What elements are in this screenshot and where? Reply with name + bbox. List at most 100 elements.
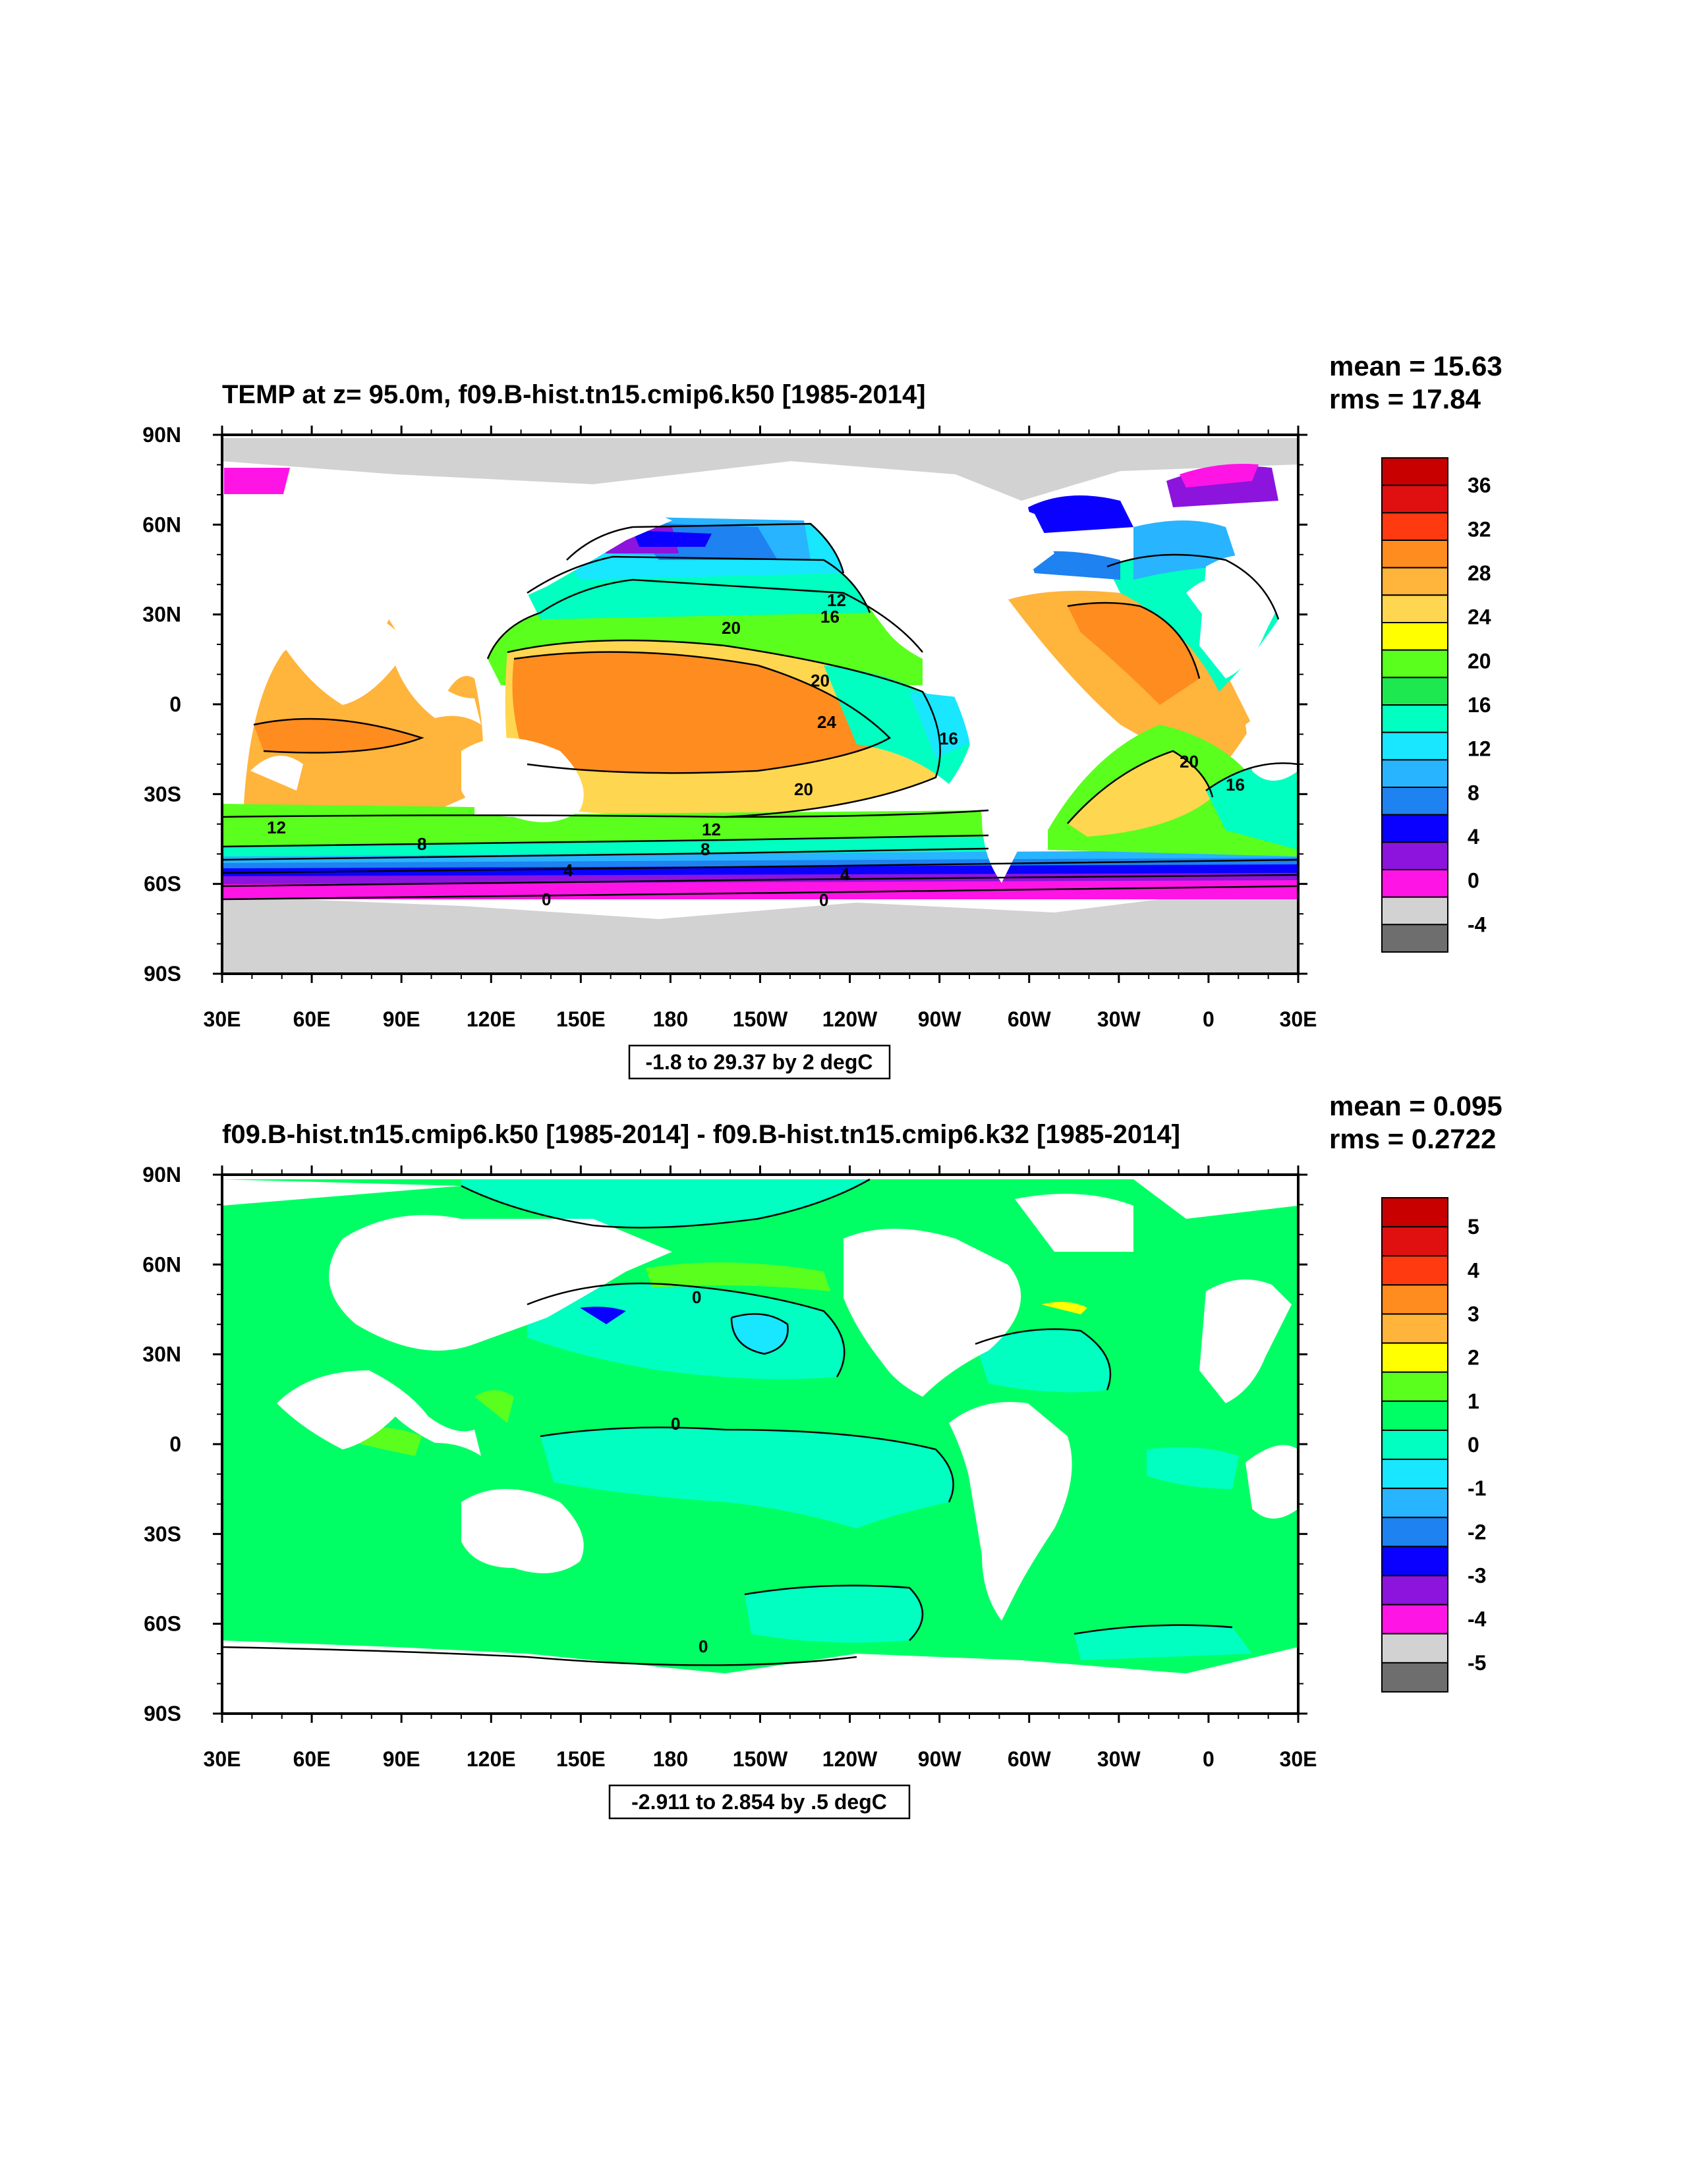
colorbar-label: -4 [1468,912,1487,936]
lon-tick-label: 30E [1280,1747,1317,1771]
colorbar-swatch [1381,1488,1448,1519]
colorbar-label: 4 [1468,825,1479,849]
panel1-title: TEMP at z= 95.0m, f09.B-hist.tn15.cmip6.… [222,380,926,409]
colorbar-swatch [1381,567,1448,596]
lat-tick-label: 60S [144,1612,181,1636]
contour-label: 20 [794,779,813,799]
panel2-info-box [608,1784,911,1820]
colorbar-swatch [1381,1459,1448,1490]
lat-tick-label: 90S [144,962,181,986]
lon-tick-label: 120E [467,1007,516,1031]
colorbar-swatch [1381,1604,1448,1635]
lat-tick-label: 30S [144,1522,181,1546]
colorbar-swatch [1381,622,1448,651]
lon-tick-label: 60E [293,1007,331,1031]
colorbar-swatch [1381,896,1448,926]
colorbar-swatch [1381,1255,1448,1286]
lon-tick-label: 120W [822,1747,878,1771]
colorbar-label: 5 [1468,1215,1479,1239]
panel2-rms: rms = 0.2722 [1329,1123,1496,1154]
colorbar-swatch [1381,924,1448,953]
lon-tick-label: 30E [204,1007,241,1031]
lon-tick-label: 60E [293,1747,331,1771]
contour-label: 16 [1226,775,1245,795]
colorbar-label: -5 [1468,1651,1486,1675]
contour-label: 0 [671,1414,680,1434]
colorbar-swatch [1381,704,1448,733]
contour-label: 16 [820,607,840,627]
lon-tick-label: 180 [653,1747,688,1771]
contour-label: 8 [417,834,426,854]
colorbar-swatch [1381,1400,1448,1431]
lon-tick-label: 90W [918,1747,962,1771]
colorbar-label: 36 [1468,474,1491,497]
colorbar-swatch [1381,1429,1448,1461]
colorbar-label: 2 [1468,1346,1479,1370]
contour-label: 12 [267,818,286,837]
panel1-axes: 90N 60N 30N 0 30S 60S 90S 30E 60E 90E 120E 150E 180 1… [142,423,1317,1031]
panel1-colorbar: 36 32 28 24 20 16 12 8 4 0 -4 [1381,457,1491,953]
colorbar-label: 8 [1468,781,1479,804]
contour-label: 4 [840,864,850,884]
lon-tick-label: 180 [653,1007,688,1031]
colorbar-swatch [1381,594,1448,623]
contour-label: 4 [563,860,573,880]
colorbar-swatch [1381,1197,1448,1228]
contour-label: 12 [827,590,846,610]
panel1-mean: mean = 15.63 [1329,350,1502,381]
colorbar-label: -4 [1468,1608,1487,1631]
lon-tick-label: 150E [556,1007,606,1031]
lat-tick-label: 0 [169,1432,181,1456]
lat-tick-label: 90N [142,423,181,447]
lat-tick-label: 60N [142,1252,181,1276]
lon-tick-label: 150E [556,1747,606,1771]
colorbar-label: 1 [1468,1389,1479,1413]
colorbar-swatch [1381,814,1448,843]
lon-tick-label: 30E [204,1747,241,1771]
colorbar-label: -3 [1468,1564,1486,1588]
colorbar-swatch [1381,1517,1448,1548]
colorbar-swatch [1381,1662,1448,1693]
panel2-axes: 90N 60N 30N 0 30S 60S 90S 30E 60E 90E 120E 150E 180 1… [142,1163,1317,1771]
lon-tick-label: 150W [733,1747,788,1771]
panel1-rms: rms = 17.84 [1329,383,1481,414]
colorbar-label: 3 [1468,1302,1479,1326]
colorbar-swatch [1381,1284,1448,1315]
lon-tick-label: 120E [467,1747,516,1771]
panel2-map [222,1175,1298,1714]
lon-tick-label: 90E [383,1747,420,1771]
contour-label: 0 [542,889,551,909]
lat-tick-label: 60N [142,513,181,536]
colorbar-swatch [1381,1575,1448,1606]
lat-tick-label: 30S [144,782,181,806]
colorbar-swatch [1381,649,1448,679]
contour-label: 20 [811,671,830,690]
lon-tick-label: 0 [1203,1007,1215,1031]
lat-tick-label: 30N [142,603,181,627]
colorbar-label: 28 [1468,561,1491,585]
lon-tick-label: 30W [1097,1747,1141,1771]
contour-label: 16 [939,729,958,748]
colorbar-swatch [1381,731,1448,761]
colorbar-swatch [1381,1342,1448,1373]
colorbar-swatch [1381,512,1448,541]
colorbar-swatch [1381,787,1448,816]
lon-tick-label: 60W [1008,1007,1052,1031]
colorbar-label: 0 [1468,1433,1479,1457]
contour-label: 20 [722,618,741,638]
colorbar-swatch [1381,1546,1448,1577]
lon-tick-label: 120W [822,1007,878,1031]
lon-tick-label: 60W [1008,1747,1052,1771]
panel1-map [222,435,1298,974]
colorbar-swatch [1381,484,1448,514]
contour-label: 8 [701,839,710,859]
colorbar-label: 24 [1468,605,1491,629]
colorbar-label: -1 [1468,1476,1486,1500]
panel1-info-box [628,1044,891,1080]
contour-label: 0 [699,1637,708,1656]
colorbar-label: 12 [1468,737,1491,761]
colorbar-label: 4 [1468,1258,1479,1282]
lon-tick-label: 150W [733,1007,788,1031]
panel1-info-text: -1.8 to 29.37 by 2 degC [645,1050,872,1074]
